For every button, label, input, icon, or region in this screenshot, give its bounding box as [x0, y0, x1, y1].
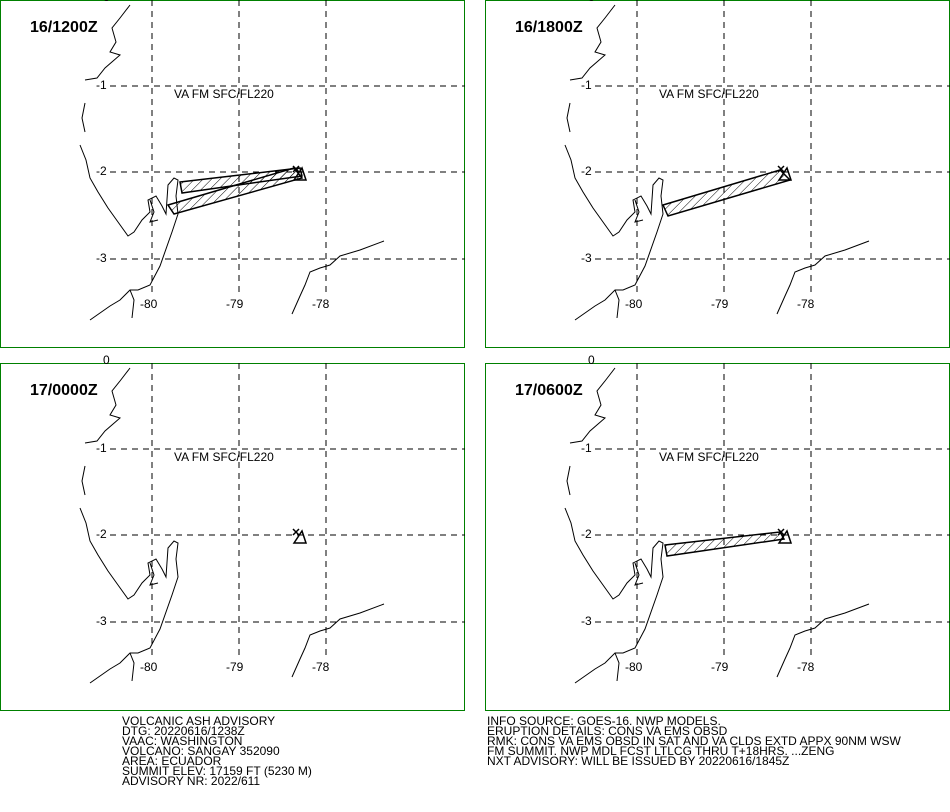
layer-label: VA FM SFC/FL220: [174, 450, 274, 464]
panel-border: [485, 0, 950, 348]
lat-label: -3: [581, 251, 592, 265]
lat-label: 0: [103, 353, 110, 367]
coastline: [149, 562, 159, 586]
lat-label: -1: [96, 78, 107, 92]
coastline: [634, 199, 644, 223]
forecast-time: 16/1200Z: [30, 19, 98, 36]
lat-label: -3: [96, 614, 107, 628]
panel-border: [0, 363, 465, 711]
coastline: [81, 102, 86, 133]
coastline: [566, 102, 571, 133]
ash-cloud: [664, 531, 786, 557]
lat-label: -1: [96, 441, 107, 455]
lat-label: 0: [588, 0, 595, 4]
volcano-triangle: [292, 529, 308, 544]
lon-label: -79: [226, 660, 244, 674]
map-panel: 0 -1 -2 -3 -80 -79 -78 17/0000Z VA FM SFC/FL220: [0, 353, 465, 711]
advisory-line: VAAC: WASHINGTON: [122, 734, 242, 748]
lon-label: -79: [711, 660, 729, 674]
volcano-mark: [292, 528, 300, 536]
lat-label: -1: [581, 78, 592, 92]
advisory-line: SUMMIT ELEV: 17159 FT (5230 M): [122, 764, 312, 778]
lat-label: -3: [581, 614, 592, 628]
advisory-line: INFO SOURCE: GOES-16. NWP MODELS.: [487, 714, 721, 728]
advisory-line: VOLCANIC ASH ADVISORY: [122, 714, 275, 728]
coastline: [776, 240, 870, 315]
layer-label: VA FM SFC/FL220: [659, 87, 759, 101]
lon-label: -79: [226, 297, 244, 311]
coastline: [84, 367, 131, 444]
coastline: [81, 465, 86, 496]
lon-label: -80: [625, 660, 643, 674]
ash-cloud: [661, 169, 792, 217]
lon-label: -78: [312, 660, 330, 674]
volcano-triangle: [777, 166, 793, 181]
layer-label: VA FM SFC/FL220: [174, 87, 274, 101]
coastline: [564, 507, 664, 684]
map-panel: 0 -1 -2 -3 -80 -79 -78 17/0600Z VA FM SFC/FL220: [485, 353, 950, 711]
panel-border: [0, 0, 465, 348]
coastline: [776, 603, 870, 678]
lat-label: -3: [96, 251, 107, 265]
lat-label: 0: [103, 0, 110, 4]
lon-label: -80: [140, 297, 158, 311]
coastline: [79, 507, 179, 684]
coastline: [634, 562, 644, 586]
coastline: [614, 652, 620, 682]
coastline: [129, 652, 135, 682]
advisory-line: FM SUMMIT. NWP MDL FCST LTLCG THRU T+18H…: [487, 744, 834, 758]
advisory-line: DTG: 20220616/1238Z: [122, 724, 245, 738]
lat-label: 0: [588, 353, 595, 367]
volcano-triangle: [777, 529, 793, 544]
forecast-time: 17/0600Z: [515, 382, 583, 399]
coastline: [569, 4, 616, 81]
lat-label: -2: [581, 164, 592, 178]
lat-label: -2: [96, 164, 107, 178]
ash-cloud: [179, 167, 303, 194]
coastline: [291, 240, 385, 315]
coastline: [569, 367, 616, 444]
lon-label: -80: [140, 660, 158, 674]
coastline: [149, 199, 159, 223]
layer-label: VA FM SFC/FL220: [659, 450, 759, 464]
coastline: [84, 4, 131, 81]
lon-label: -79: [711, 297, 729, 311]
advisory-line: AREA: ECUADOR: [122, 754, 222, 768]
map-panel: 0 -1 -2 -3 -80 -79 -78 16/1800Z VA FM SFC/FL220: [485, 0, 950, 348]
advisory-line: ERUPTION DETAILS: CONS VA EMS OBSD: [487, 724, 728, 738]
coastline: [79, 144, 179, 321]
lat-label: -2: [96, 527, 107, 541]
coastline: [566, 465, 571, 496]
coastline: [614, 289, 620, 319]
forecast-time: 17/0000Z: [30, 382, 98, 399]
coastline: [291, 603, 385, 678]
panel-border: [485, 363, 950, 711]
lon-label: -78: [312, 297, 330, 311]
lat-label: -1: [581, 441, 592, 455]
advisory-line: VOLCANO: SANGAY 352090: [122, 744, 280, 758]
advisory-line: ADVISORY NR: 2022/611: [122, 774, 260, 788]
map-panel: 0 -1 -2 -3 -80 -79 -78 16/1200Z VA FM SFC/FL220: [0, 0, 465, 348]
lon-label: -78: [797, 297, 815, 311]
coastline: [129, 289, 135, 319]
coastline: [564, 144, 664, 321]
lon-label: -78: [797, 660, 815, 674]
lat-label: -2: [581, 527, 592, 541]
volcano-mark: [777, 528, 785, 536]
volcano-mark: [777, 165, 785, 173]
advisory-line: NXT ADVISORY: WILL BE ISSUED BY 20220616…: [487, 754, 789, 768]
advisory-line: RMK: CONS VA EMS OBSD IN SAT AND VA CLDS…: [487, 734, 902, 748]
forecast-time: 16/1800Z: [515, 19, 583, 36]
lon-label: -80: [625, 297, 643, 311]
